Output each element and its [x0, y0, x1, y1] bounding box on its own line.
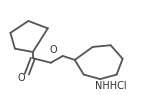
Text: NHHCl: NHHCl — [95, 81, 127, 91]
Text: O: O — [50, 45, 58, 55]
Text: O: O — [18, 73, 26, 83]
